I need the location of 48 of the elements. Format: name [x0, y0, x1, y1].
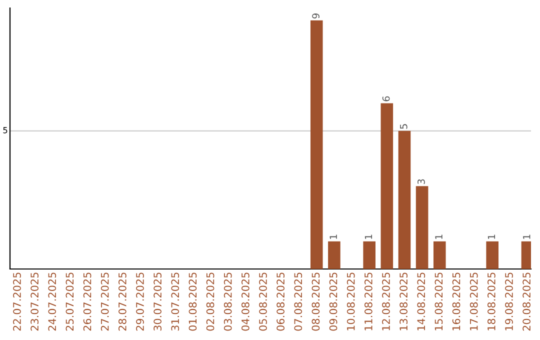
data-label: 6: [382, 96, 390, 102]
x-tick-label: 30.07.2025: [154, 272, 162, 331]
x-tick-label: 12.08.2025: [382, 272, 390, 330]
x-tick-label: 03.08.2025: [224, 272, 232, 331]
ref-line-label: 5: [3, 127, 8, 134]
x-tick-label: 23.07.2025: [30, 272, 38, 331]
x-tick-label: 10.08.2025: [346, 272, 355, 330]
x-tick-label: 08.08.2025: [312, 272, 320, 331]
x-tick-label: 01.08.2025: [188, 272, 197, 331]
bar: [380, 103, 394, 269]
x-tick-label: 04.08.2025: [241, 272, 250, 331]
x-tick-label: 27.07.2025: [100, 272, 109, 331]
x-tick-label: 24.07.2025: [48, 272, 56, 331]
data-label: 1: [435, 234, 442, 239]
x-tick-label: 26.07.2025: [83, 272, 92, 331]
bar: [486, 241, 498, 269]
data-label: 1: [523, 234, 530, 239]
data-label: 3: [418, 179, 425, 184]
x-tick-label: 20.08.2025: [522, 272, 531, 331]
bar: [363, 241, 376, 269]
x-tick-label: 16.08.2025: [452, 272, 460, 330]
x-tick-label: 18.08.2025: [487, 272, 496, 330]
data-label: 1: [330, 234, 337, 239]
x-tick-label: 31.07.2025: [171, 272, 180, 331]
x-tick-label: 05.08.2025: [259, 272, 267, 331]
data-label: 9: [312, 14, 320, 18]
x-tick-label: 22.07.2025: [13, 272, 21, 331]
bar: [398, 130, 411, 269]
bar: [328, 241, 340, 269]
x-tick-label: 29.07.2025: [136, 272, 144, 331]
bar: [433, 241, 446, 269]
x-tick-label: 13.08.2025: [400, 272, 408, 330]
x-tick-label: 11.08.2025: [364, 272, 372, 330]
bar: [416, 186, 428, 269]
x-tick-label: 17.08.2025: [470, 272, 478, 330]
x-tick-label: 02.08.2025: [206, 272, 214, 331]
data-label: 1: [488, 234, 496, 239]
x-tick-label: 06.08.2025: [276, 272, 285, 331]
x-tick-label: 25.07.2025: [66, 272, 74, 331]
x-tick-label: 07.08.2025: [294, 272, 302, 331]
x-tick-label: 19.08.2025: [505, 272, 513, 330]
bar: [310, 20, 323, 269]
data-label: 1: [364, 234, 372, 239]
x-tick-label: 15.08.2025: [434, 272, 443, 330]
x-tick-label: 28.07.2025: [118, 272, 126, 331]
x-tick-label: 14.08.2025: [417, 272, 426, 330]
x-tick-label: 09.08.2025: [329, 272, 338, 331]
data-label: 5: [400, 124, 408, 129]
